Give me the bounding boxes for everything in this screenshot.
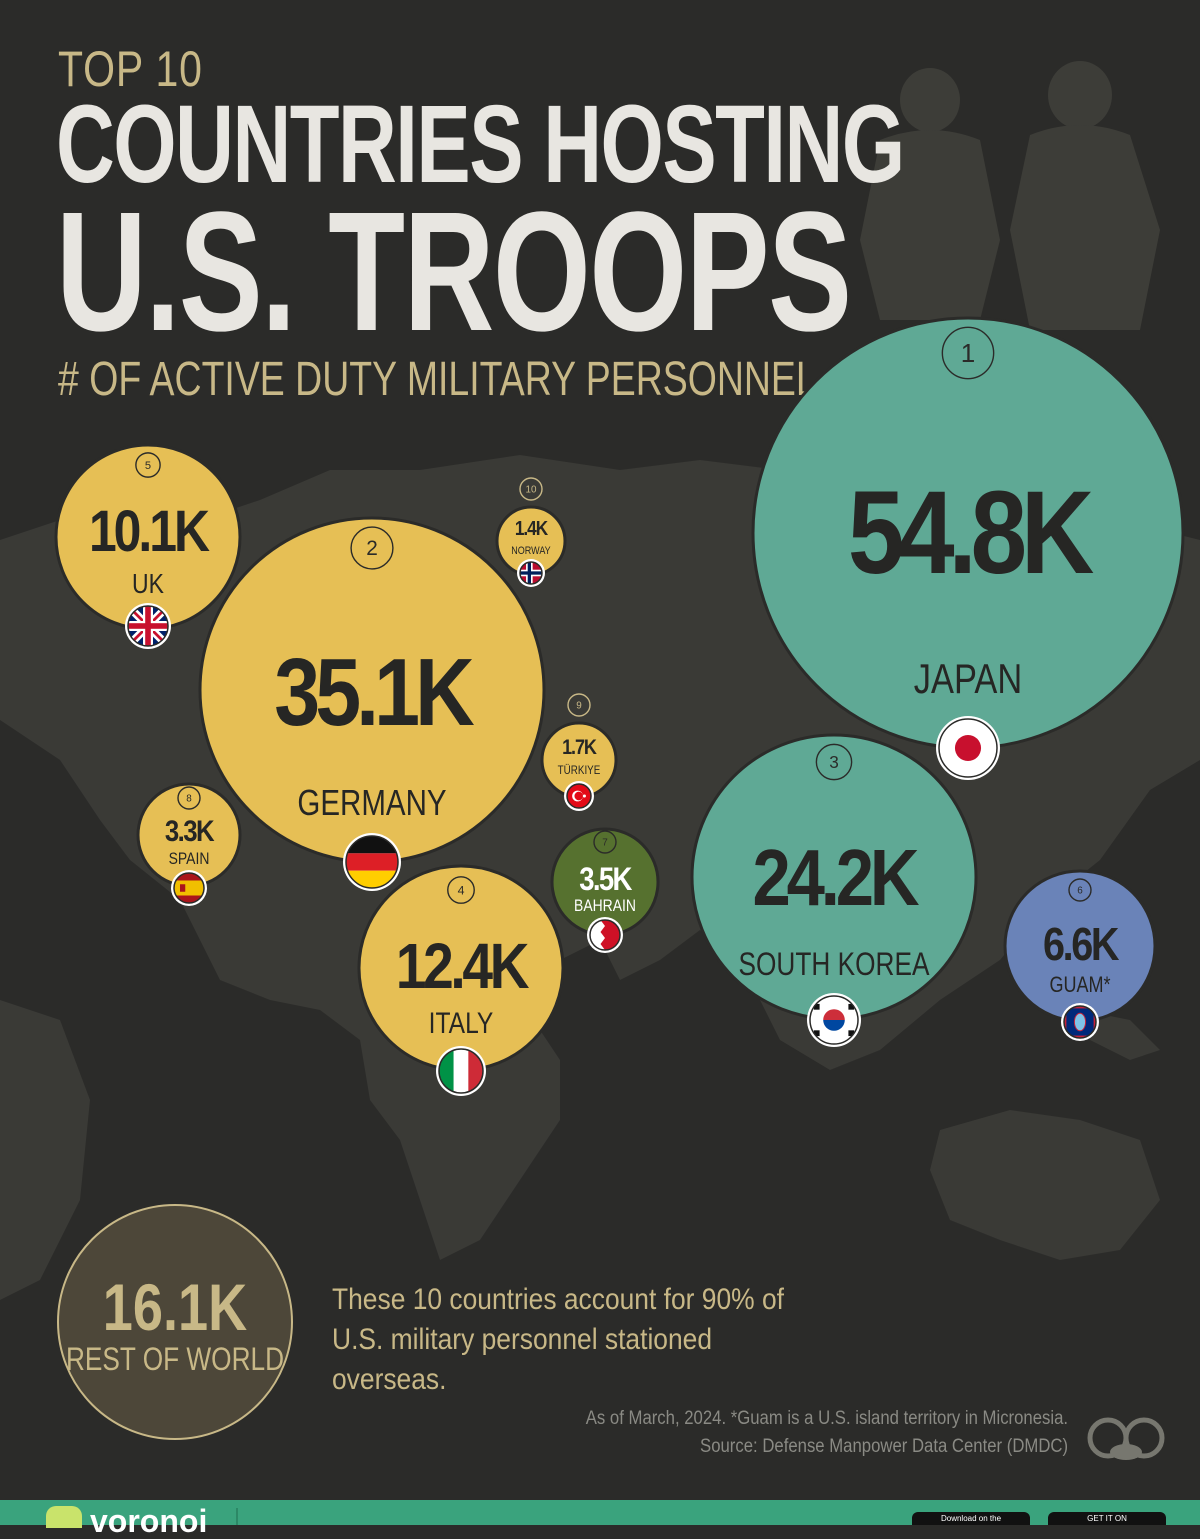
rank-circle [567, 693, 591, 717]
voronoi-logo-icon [46, 1506, 82, 1528]
italy-flag-icon [436, 1046, 486, 1096]
rank-label: 7 [602, 837, 608, 848]
rank-label: 3 [829, 752, 839, 772]
value-label: 12.4K [396, 930, 530, 1002]
rank-circle [815, 743, 853, 781]
country-label: JAPAN [914, 656, 1022, 703]
bubble-uk: 5 10.1K UK [54, 443, 242, 649]
guam-flag-icon [1061, 1003, 1099, 1041]
value-label: 35.1K [274, 638, 474, 745]
value-label: 6.6K [1043, 919, 1119, 970]
rank-circle [593, 830, 617, 854]
footnote-date: As of March, 2024. *Guam is a U.S. islan… [585, 1408, 1068, 1429]
value-label: 3.3K [165, 814, 215, 847]
country-label: UK [132, 569, 164, 600]
country-label: GERMANY [297, 782, 446, 822]
country-label: BAHRAIN [574, 897, 636, 916]
japan-flag-icon [936, 716, 1000, 780]
norway-flag-icon [517, 559, 545, 587]
voronoi-brand[interactable]: voronoi [90, 1503, 208, 1539]
bubble-chart: 1 54.8K JAPAN 2 35.1K GERMANY 3 24.2K SOUTH KORE… [54, 316, 1185, 1440]
footer-bar: voronoi Download on the GET IT ON [0, 1500, 1200, 1537]
country-label: NORWAY [511, 545, 551, 557]
bubble-guam: 6 6.6K GUAM* [1003, 869, 1157, 1041]
rank-label: 8 [186, 793, 192, 804]
chart-title: COUNTRIES HOSTING U.S. TROOPS [56, 90, 905, 367]
rank-circle [177, 786, 201, 810]
rank-label: 9 [576, 700, 582, 711]
south-korea-flag-icon [807, 993, 861, 1047]
rank-label: 4 [458, 883, 465, 897]
country-label: SOUTH KOREA [739, 948, 930, 983]
rank-label: 5 [145, 460, 151, 472]
rank-circle [941, 326, 995, 380]
chart-title-line2: U.S. TROOPS [56, 177, 852, 367]
germany-flag-icon [343, 833, 401, 891]
value-label: 1.7K [562, 736, 597, 760]
rank-circle [135, 452, 161, 478]
summary-note: These 10 countries account for 90% of U.… [332, 1283, 785, 1396]
footnote: As of March, 2024. *Guam is a U.S. islan… [586, 1405, 1068, 1461]
rank-circle [1068, 878, 1092, 902]
rank-label: 6 [1077, 885, 1083, 896]
country-label: ITALY [429, 1006, 494, 1040]
bubble-spain: 8 3.3K SPAIN [136, 782, 242, 906]
rank-circle [447, 876, 475, 904]
bubble-italy: 4 12.4K ITALY [357, 864, 565, 1096]
rank-circle [519, 477, 543, 501]
value-label: 1.4K [515, 517, 549, 540]
country-label: TÜRKIYE [558, 764, 601, 777]
bubble-japan: 1 54.8K JAPAN [751, 316, 1185, 780]
value-label: 54.8K [848, 467, 1094, 599]
turkiye-flag-icon [564, 781, 594, 811]
value-label: 16.1K [103, 1270, 248, 1344]
rank-label: 1 [961, 338, 975, 368]
spain-flag-icon [171, 870, 207, 906]
bubble-circle [57, 1204, 293, 1440]
bahrain-flag-icon [587, 917, 623, 953]
bubble-germany: 2 35.1K GERMANY [198, 516, 546, 891]
app-store-badge[interactable]: Download on the [912, 1512, 1030, 1525]
visual-capitalist-logo-icon [1087, 1417, 1165, 1460]
bubble-south-korea: 3 24.2K SOUTH KOREA [690, 733, 978, 1047]
bubble-t-rkiye: 9 1.7K TÜRKIYE [540, 693, 618, 811]
bubble-norway: 10 1.4K NORWAY [495, 477, 567, 587]
chart-title-line1: COUNTRIES HOSTING [56, 83, 905, 206]
rank-label: 2 [366, 537, 378, 560]
rank-circle [350, 526, 394, 570]
value-label: 24.2K [753, 832, 920, 922]
country-label: SPAIN [169, 850, 210, 869]
google-play-badge[interactable]: GET IT ON [1048, 1512, 1166, 1525]
footnote-source: Source: Defense Manpower Data Center (DM… [700, 1436, 1068, 1457]
value-label: 10.1K [89, 500, 210, 564]
value-label: 3.5K [579, 862, 633, 897]
country-label: GUAM* [1049, 973, 1110, 997]
uk-flag-icon [125, 603, 171, 649]
chart-subtitle: # OF ACTIVE DUTY MILITARY PERSONNEL [58, 353, 817, 406]
country-label: REST OF WORLD [66, 1343, 284, 1378]
footer-divider [236, 1508, 238, 1525]
rank-label: 10 [526, 484, 537, 495]
chart-kicker: TOP 10 [58, 41, 203, 97]
